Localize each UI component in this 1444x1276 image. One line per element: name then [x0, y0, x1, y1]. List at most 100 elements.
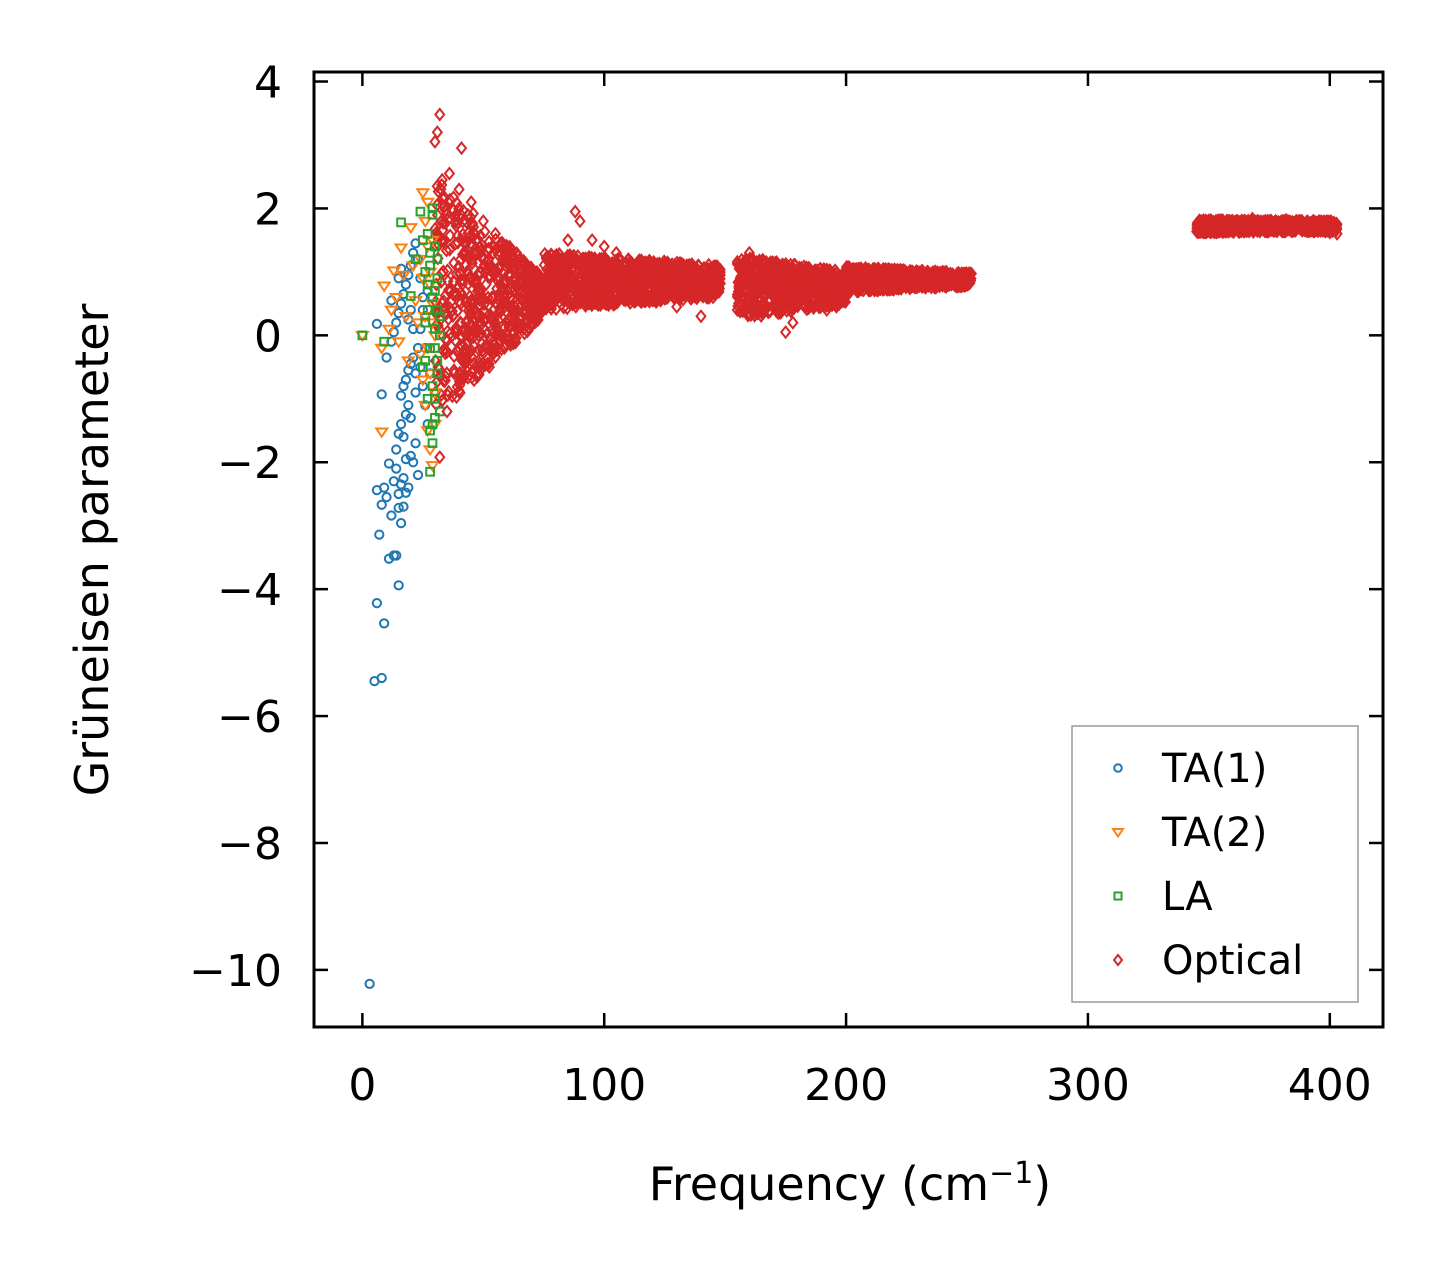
optical-point [455, 141, 468, 156]
ta-2-point [403, 223, 419, 235]
optical-cloud-mark [518, 321, 530, 336]
optical-cloud-mark [734, 296, 746, 311]
optical-cloud-mark [439, 202, 452, 218]
ta-1-point [391, 317, 402, 328]
optical-cloud-mark [460, 236, 472, 251]
optical-dense-cloud [429, 177, 1343, 412]
optical-cloud-mark [583, 252, 595, 267]
optical-cloud-mark [855, 261, 867, 276]
optical-cloud-mark [769, 255, 781, 270]
optical-point [1246, 211, 1259, 226]
optical-cloud-mark [441, 324, 454, 339]
optical-cloud-mark [451, 343, 463, 359]
optical-point [1299, 219, 1312, 234]
optical-cloud-mark [738, 264, 751, 279]
optical-point [671, 271, 683, 286]
optical-cloud-mark [454, 265, 466, 280]
optical-point [767, 283, 780, 299]
optical-cloud-mark [449, 286, 462, 301]
y-tick-label--2: −2 [217, 438, 282, 489]
optical-cloud-mark [458, 325, 470, 340]
optical-cloud-mark [474, 314, 486, 329]
la-point [434, 311, 445, 322]
optical-cloud-mark [478, 297, 490, 312]
ta-1-point [410, 387, 421, 398]
x-axis-title: Frequency (cm−1) [649, 1156, 1052, 1212]
legend-label-optical: Optical [1162, 938, 1303, 984]
optical-cloud-mark [562, 271, 575, 286]
optical-point [1215, 219, 1227, 234]
optical-cloud-mark [825, 272, 838, 288]
optical-cloud-mark [448, 349, 460, 364]
la-point [417, 362, 428, 372]
optical-cloud-mark [759, 280, 771, 295]
optical-cloud-mark [457, 227, 469, 242]
optical-cloud-mark [750, 296, 763, 311]
optical-point [695, 309, 707, 324]
ta-1-point [398, 501, 409, 512]
ta-1-point [395, 390, 407, 401]
optical-point [598, 280, 610, 295]
optical-cloud-mark [638, 275, 651, 290]
optical-cloud-mark [607, 266, 620, 281]
optical-cloud-mark [797, 274, 809, 289]
optical-point [659, 264, 671, 279]
optical-cloud-mark [499, 275, 512, 291]
optical-cloud-mark [509, 264, 521, 279]
la-point [432, 368, 443, 379]
optical-point [804, 280, 816, 295]
optical-point [562, 233, 574, 248]
optical-cloud-mark [512, 279, 524, 294]
optical-cloud-mark [765, 273, 777, 288]
optical-point [1324, 225, 1336, 240]
optical-point [707, 290, 719, 305]
optical-point [1280, 212, 1292, 227]
optical-cloud-mark [453, 368, 465, 383]
la-point [432, 305, 443, 315]
y-tick-label--10: −10 [189, 946, 282, 997]
la-point [432, 254, 443, 265]
ta-1-point [408, 323, 419, 335]
optical-cloud-mark [739, 276, 751, 291]
optical-cloud-mark [658, 257, 671, 272]
optical-point [458, 347, 470, 362]
optical-cloud-mark [801, 284, 813, 299]
ta-1-point [393, 580, 404, 591]
ta-1-point [398, 431, 409, 442]
optical-cloud-mark [471, 308, 484, 323]
optical-cloud-mark [522, 320, 534, 335]
optical-cloud-mark [1302, 220, 1314, 235]
optical-point [888, 271, 901, 286]
y-tick-label-2: 2 [254, 184, 282, 235]
optical-cloud-mark [673, 256, 685, 272]
optical-point [859, 274, 872, 289]
optical-cloud-mark [439, 342, 452, 357]
ta-1-point [376, 499, 387, 510]
optical-cloud-mark [538, 257, 550, 273]
la-point [427, 438, 438, 449]
la-point [425, 260, 435, 271]
optical-cloud-mark [1331, 222, 1343, 237]
optical-cloud-mark [1191, 223, 1204, 239]
optical-cloud-mark [490, 295, 502, 310]
optical-point [779, 261, 792, 276]
optical-point [755, 258, 768, 273]
ta-1-point [376, 389, 387, 400]
optical-cloud-mark [576, 294, 589, 309]
optical-cloud-mark [459, 292, 472, 307]
optical-cloud-mark [763, 303, 776, 318]
optical-point [743, 245, 756, 260]
optical-cloud-mark [437, 215, 449, 230]
optical-cloud-mark [489, 263, 502, 278]
optical-cloud-mark [570, 284, 583, 300]
la-point [430, 286, 440, 296]
optical-cloud-mark [479, 339, 491, 354]
optical-cloud-mark [445, 294, 457, 310]
la-point [427, 381, 438, 391]
optical-cloud-mark [444, 228, 456, 243]
ta-2-point [398, 312, 414, 324]
ta-2-point [384, 305, 399, 317]
ta-2-point [400, 356, 416, 368]
optical-cloud-mark [545, 301, 557, 316]
